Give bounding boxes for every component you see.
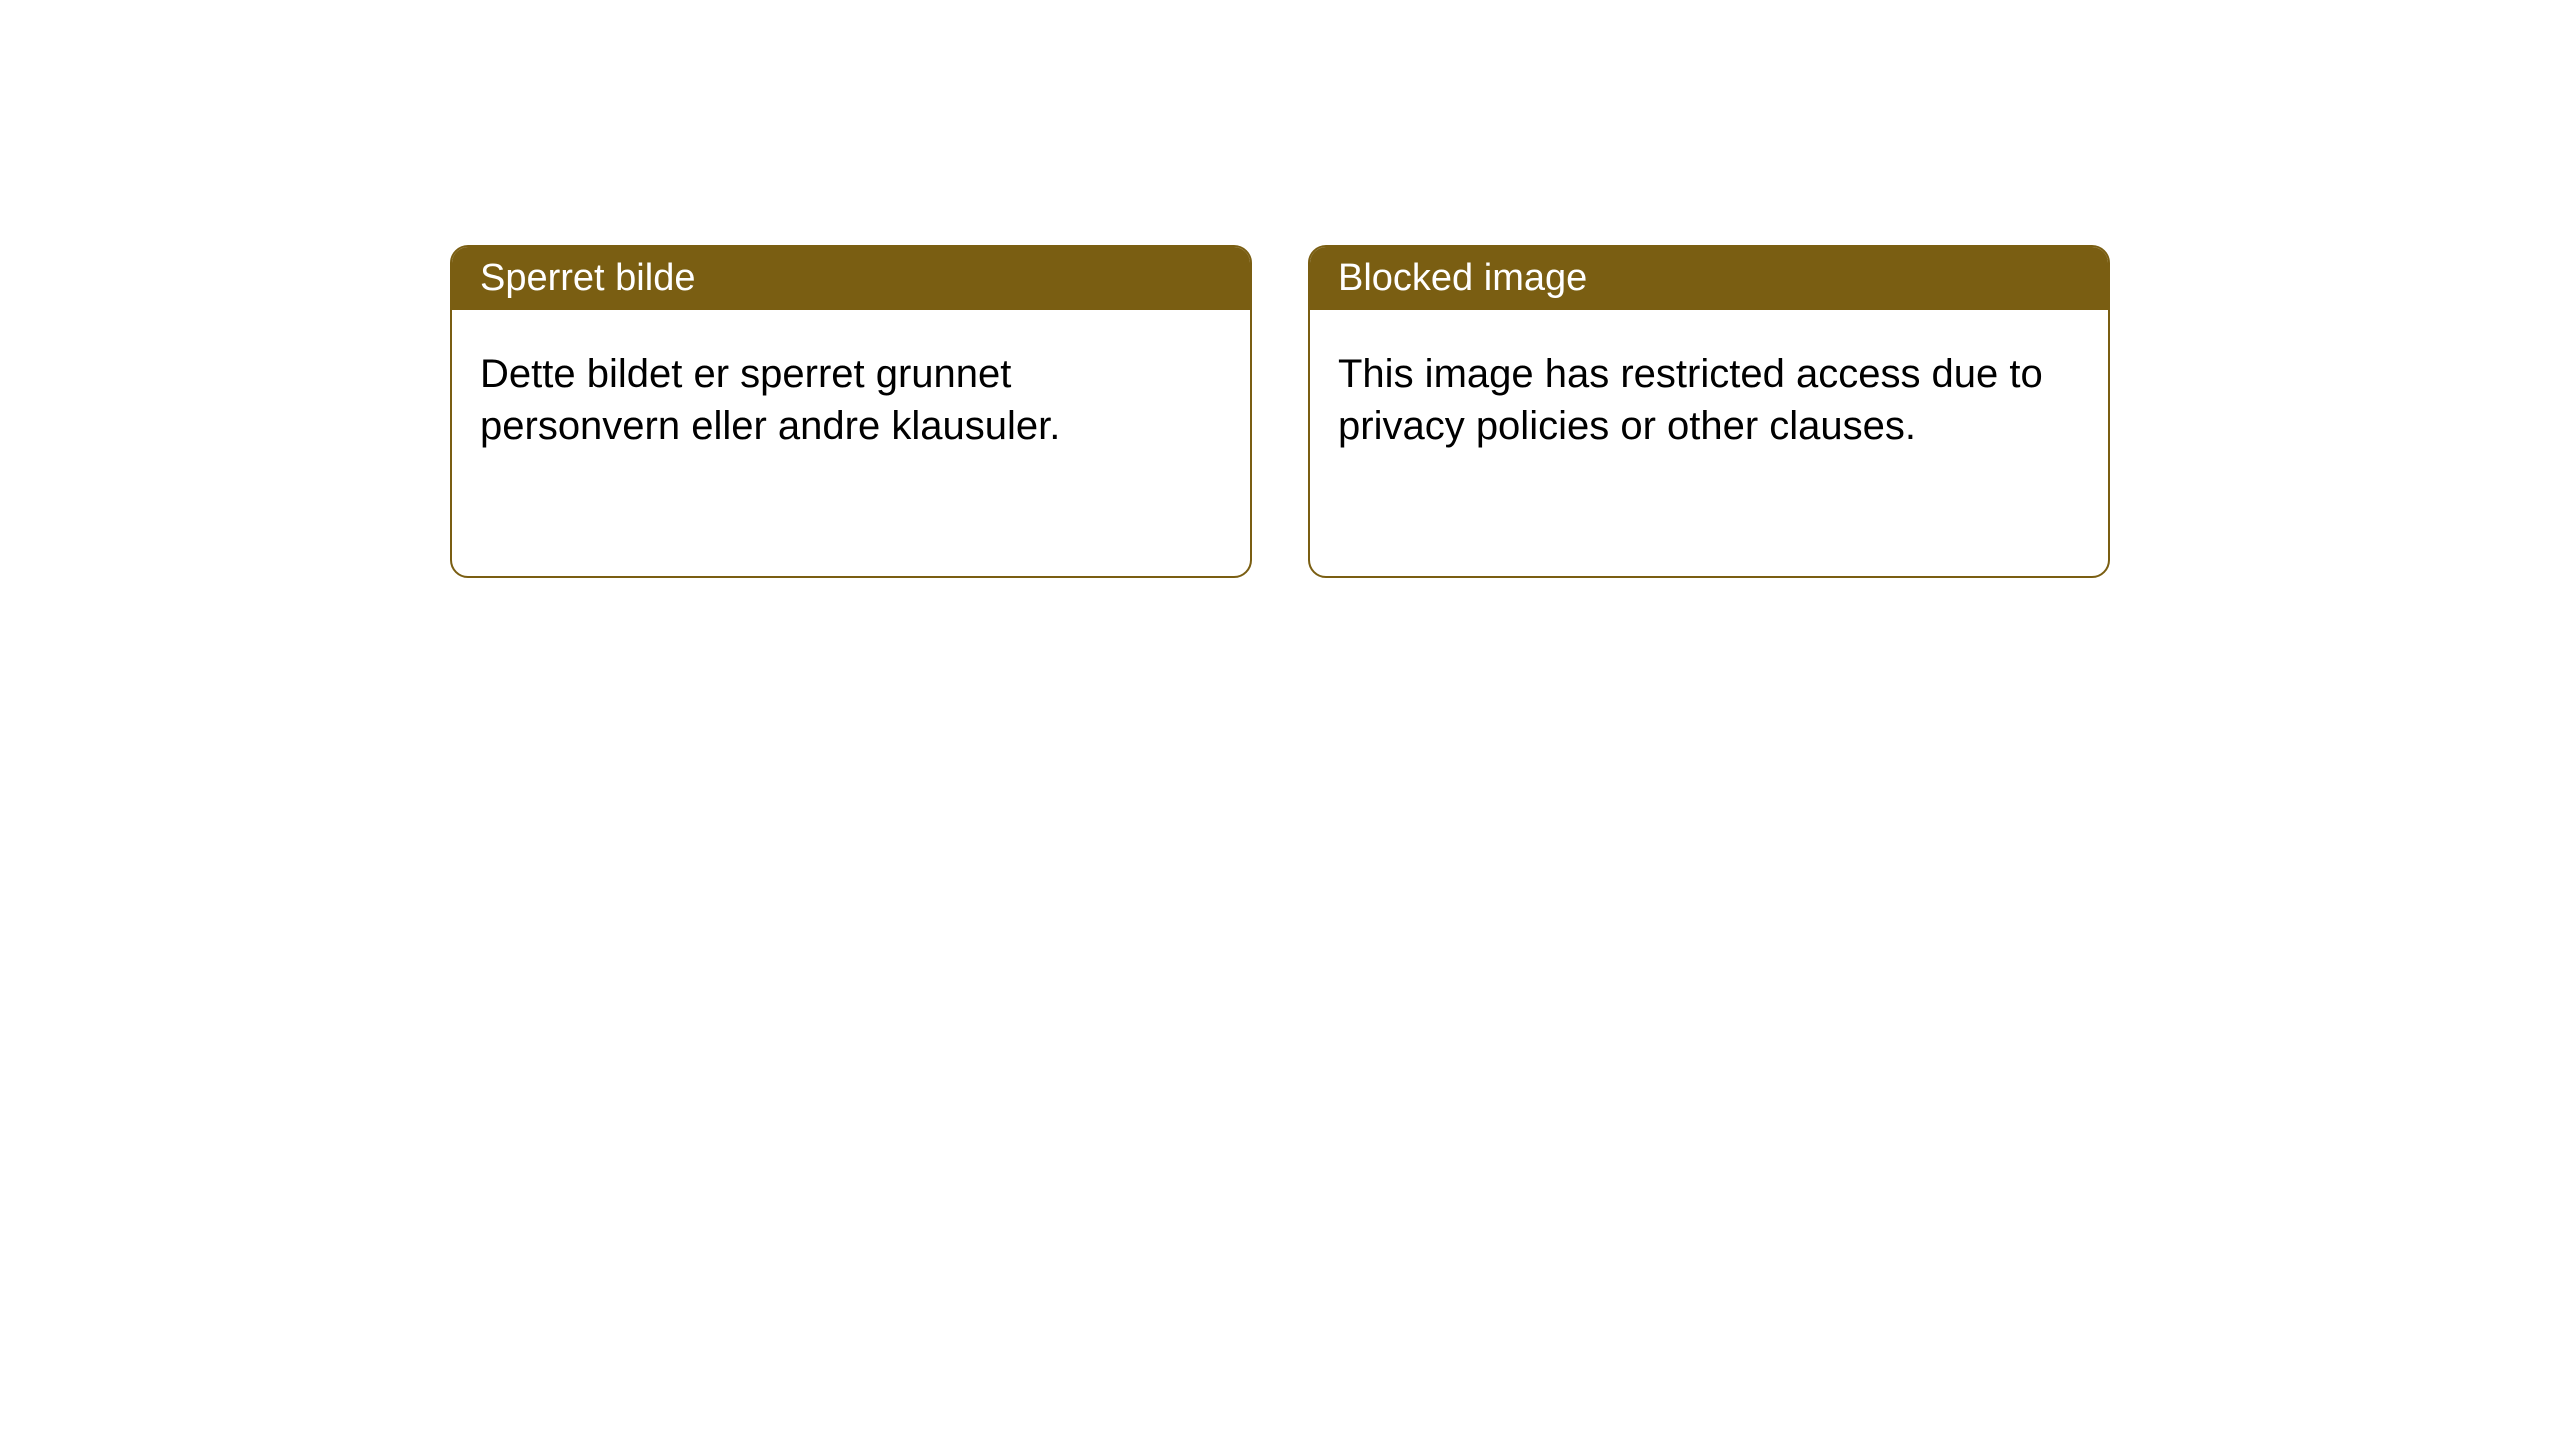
notice-text: This image has restricted access due to …: [1338, 352, 2043, 448]
notice-title: Blocked image: [1338, 257, 1587, 299]
notice-header: Blocked image: [1310, 247, 2108, 310]
notice-body: Dette bildet er sperret grunnet personve…: [452, 310, 1250, 490]
notice-body: This image has restricted access due to …: [1310, 310, 2108, 490]
notice-card-norwegian: Sperret bilde Dette bildet er sperret gr…: [450, 245, 1252, 578]
notice-card-english: Blocked image This image has restricted …: [1308, 245, 2110, 578]
notice-title: Sperret bilde: [480, 257, 695, 299]
notice-text: Dette bildet er sperret grunnet personve…: [480, 352, 1060, 448]
notice-container: Sperret bilde Dette bildet er sperret gr…: [0, 0, 2560, 578]
notice-header: Sperret bilde: [452, 247, 1250, 310]
